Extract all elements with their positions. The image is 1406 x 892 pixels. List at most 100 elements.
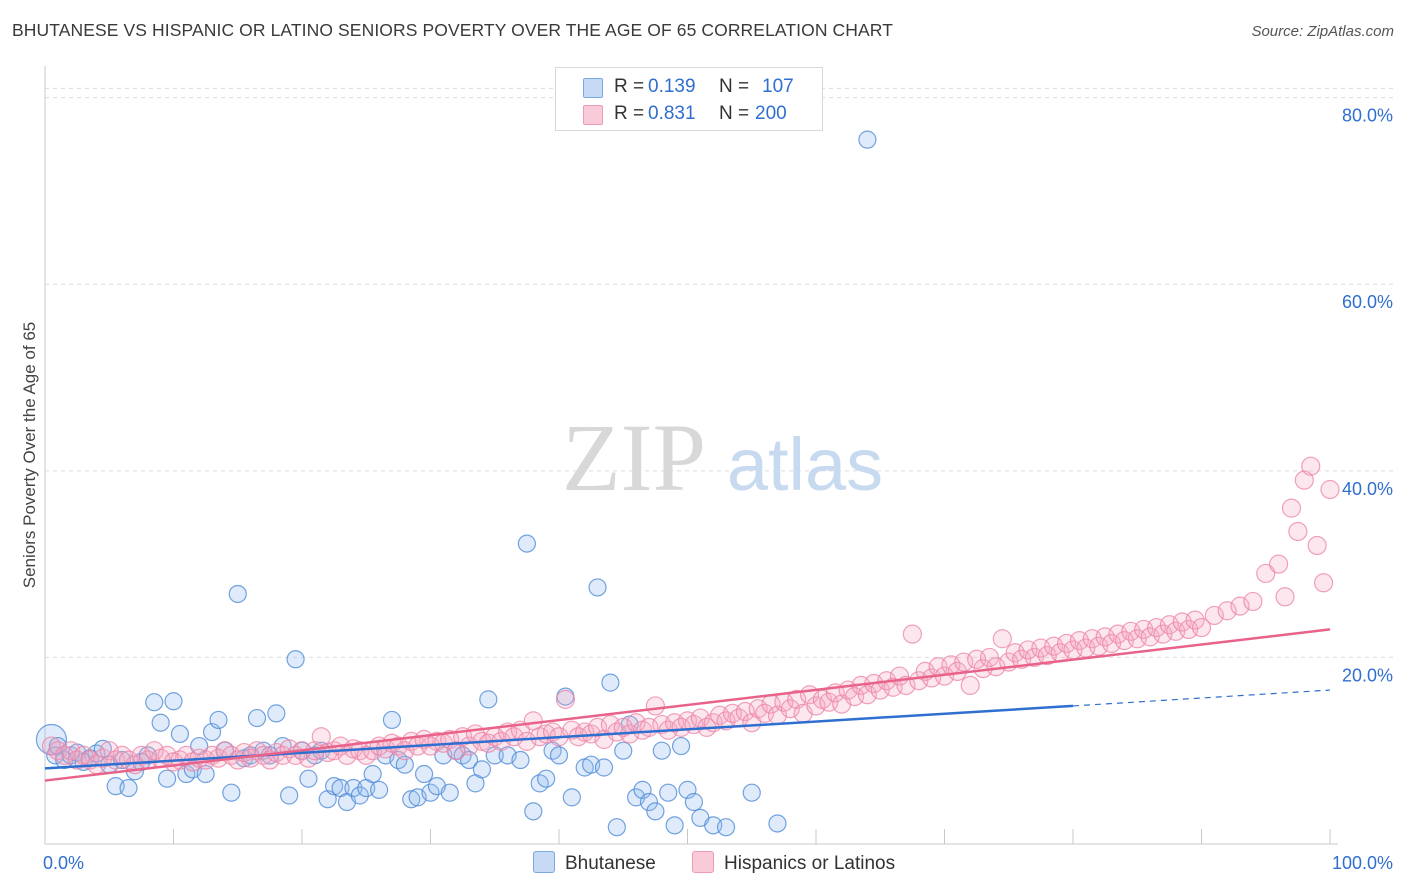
tick-labels: 20.0% 40.0% 60.0% 80.0% 0.0% 100.0% — [43, 106, 1393, 873]
bhutanese-point — [350, 786, 369, 805]
hispanic-point — [960, 675, 980, 696]
hispanic-point — [857, 685, 878, 705]
bhutanese-point — [222, 783, 241, 802]
bhutanese-point — [652, 741, 671, 760]
bhutanese-point — [402, 790, 421, 809]
bhutanese-point — [716, 818, 736, 837]
hispanic-point — [517, 731, 537, 751]
bhutanese-point — [382, 710, 402, 730]
x-tick-label: 100.0% — [1332, 853, 1393, 873]
bhutanese-point — [459, 750, 479, 770]
hispanic-point — [645, 696, 665, 716]
y-tick-label: 20.0% — [1342, 665, 1393, 685]
bottom-legend-bhutanese: Bhutanese — [533, 851, 656, 875]
bhutanese-point — [157, 769, 177, 788]
legend-n-label: N = — [719, 103, 750, 124]
bhutanese-point — [524, 802, 543, 821]
bhutanese-point — [370, 780, 389, 799]
bottom-legend-swatch-hispanic — [692, 851, 714, 873]
bottom-legend-hispanic: Hispanics or Latinos — [692, 851, 895, 875]
hispanic-point — [690, 708, 710, 728]
bhutanese-point — [607, 818, 626, 837]
legend-swatch-hispanic — [583, 105, 603, 125]
bhutanese-point — [395, 755, 414, 774]
bhutanese-point — [414, 764, 434, 784]
hispanic-point — [1185, 610, 1205, 630]
bhutanese-point — [267, 704, 286, 723]
bhutanese-trend-extension — [1072, 689, 1331, 707]
bhutanese-point — [537, 769, 556, 788]
bhutanese-point — [228, 584, 247, 604]
axes — [44, 66, 1338, 845]
hispanic-point — [1204, 605, 1224, 626]
bhutanese-point — [247, 708, 267, 728]
bhutanese-point — [151, 713, 170, 732]
bhutanese-point — [479, 690, 498, 709]
legend-n-value: 107 — [762, 76, 794, 97]
hispanic-point — [446, 741, 466, 761]
hispanic-point — [555, 689, 576, 709]
hispanic-point — [99, 741, 119, 761]
chart-title: BHUTANESE VS HISPANIC OR LATINO SENIORS … — [12, 20, 893, 40]
bhutanese-point — [119, 778, 138, 798]
bhutanese-point — [614, 741, 633, 760]
hispanic-point — [780, 699, 800, 719]
hispanic-point — [1243, 591, 1263, 612]
trend-lines — [44, 628, 1331, 782]
grid-lines — [45, 87, 1395, 658]
bhutanese-point — [511, 750, 530, 770]
bhutanese-point — [145, 693, 164, 712]
hispanic-points — [41, 456, 1340, 775]
correlation-legend: R = 0.139 N = 107 R = 0.831 N = 200 — [555, 67, 823, 131]
bhutanese-point — [472, 760, 491, 779]
hispanic-point — [61, 741, 81, 761]
x-tick-label: 0.0% — [43, 853, 84, 873]
chart-source: Source: ZipAtlas.com — [1251, 23, 1394, 40]
bhutanese-point — [639, 792, 659, 812]
hispanic-point — [1256, 563, 1276, 584]
bhutanese-point — [601, 673, 620, 692]
y-tick-label: 60.0% — [1342, 292, 1393, 312]
bhutanese-point — [588, 578, 607, 597]
legend-r-label: R = — [614, 103, 645, 124]
bottom-legend-label-bhutanese: Bhutanese — [565, 853, 656, 874]
bhutanese-point — [325, 777, 344, 796]
bhutanese-point — [280, 786, 299, 805]
hispanic-point — [1281, 498, 1302, 518]
bhutanese-point — [440, 783, 459, 802]
legend-r-label: R = — [614, 76, 645, 97]
bhutanese-point — [344, 778, 363, 798]
hispanic-point — [1307, 535, 1327, 556]
hispanic-point — [1301, 456, 1321, 476]
legend-n-value: 200 — [755, 103, 787, 124]
bhutanese-point — [549, 746, 569, 765]
hispanic-point — [1275, 587, 1295, 607]
bhutanese-point — [768, 814, 787, 833]
bhutanese-point — [594, 758, 614, 777]
legend-n-label: N = — [719, 76, 750, 97]
bhutanese-trend-line — [44, 704, 1074, 770]
hispanic-point — [1320, 479, 1340, 500]
bhutanese-point — [742, 783, 761, 802]
watermark: ZIP atlas — [562, 404, 883, 511]
watermark-atlas: atlas — [727, 423, 883, 506]
hispanic-point — [992, 629, 1012, 649]
watermark-zip: ZIP — [562, 404, 706, 511]
legend-row-hispanic: R = 0.831 N = 200 — [556, 103, 822, 127]
legend-row-bhutanese: R = 0.139 N = 107 — [556, 76, 822, 100]
hispanic-point — [1288, 521, 1308, 542]
y-tick-label: 80.0% — [1342, 106, 1393, 126]
bhutanese-point — [517, 534, 536, 553]
bhutanese-point — [196, 764, 215, 784]
bhutanese-point — [299, 769, 318, 788]
bottom-legend-label-hispanic: Hispanics or Latinos — [724, 853, 896, 874]
bottom-legend-swatch-bhutanese — [533, 851, 555, 873]
bhutanese-point — [659, 783, 678, 802]
bhutanese-point — [164, 692, 183, 711]
hispanic-point — [979, 647, 1000, 668]
bhutanese-point — [684, 792, 704, 812]
hispanic-point — [1217, 601, 1237, 621]
bhutanese-point — [665, 816, 684, 835]
hispanic-point — [1191, 617, 1212, 638]
hispanic-point — [787, 689, 807, 709]
